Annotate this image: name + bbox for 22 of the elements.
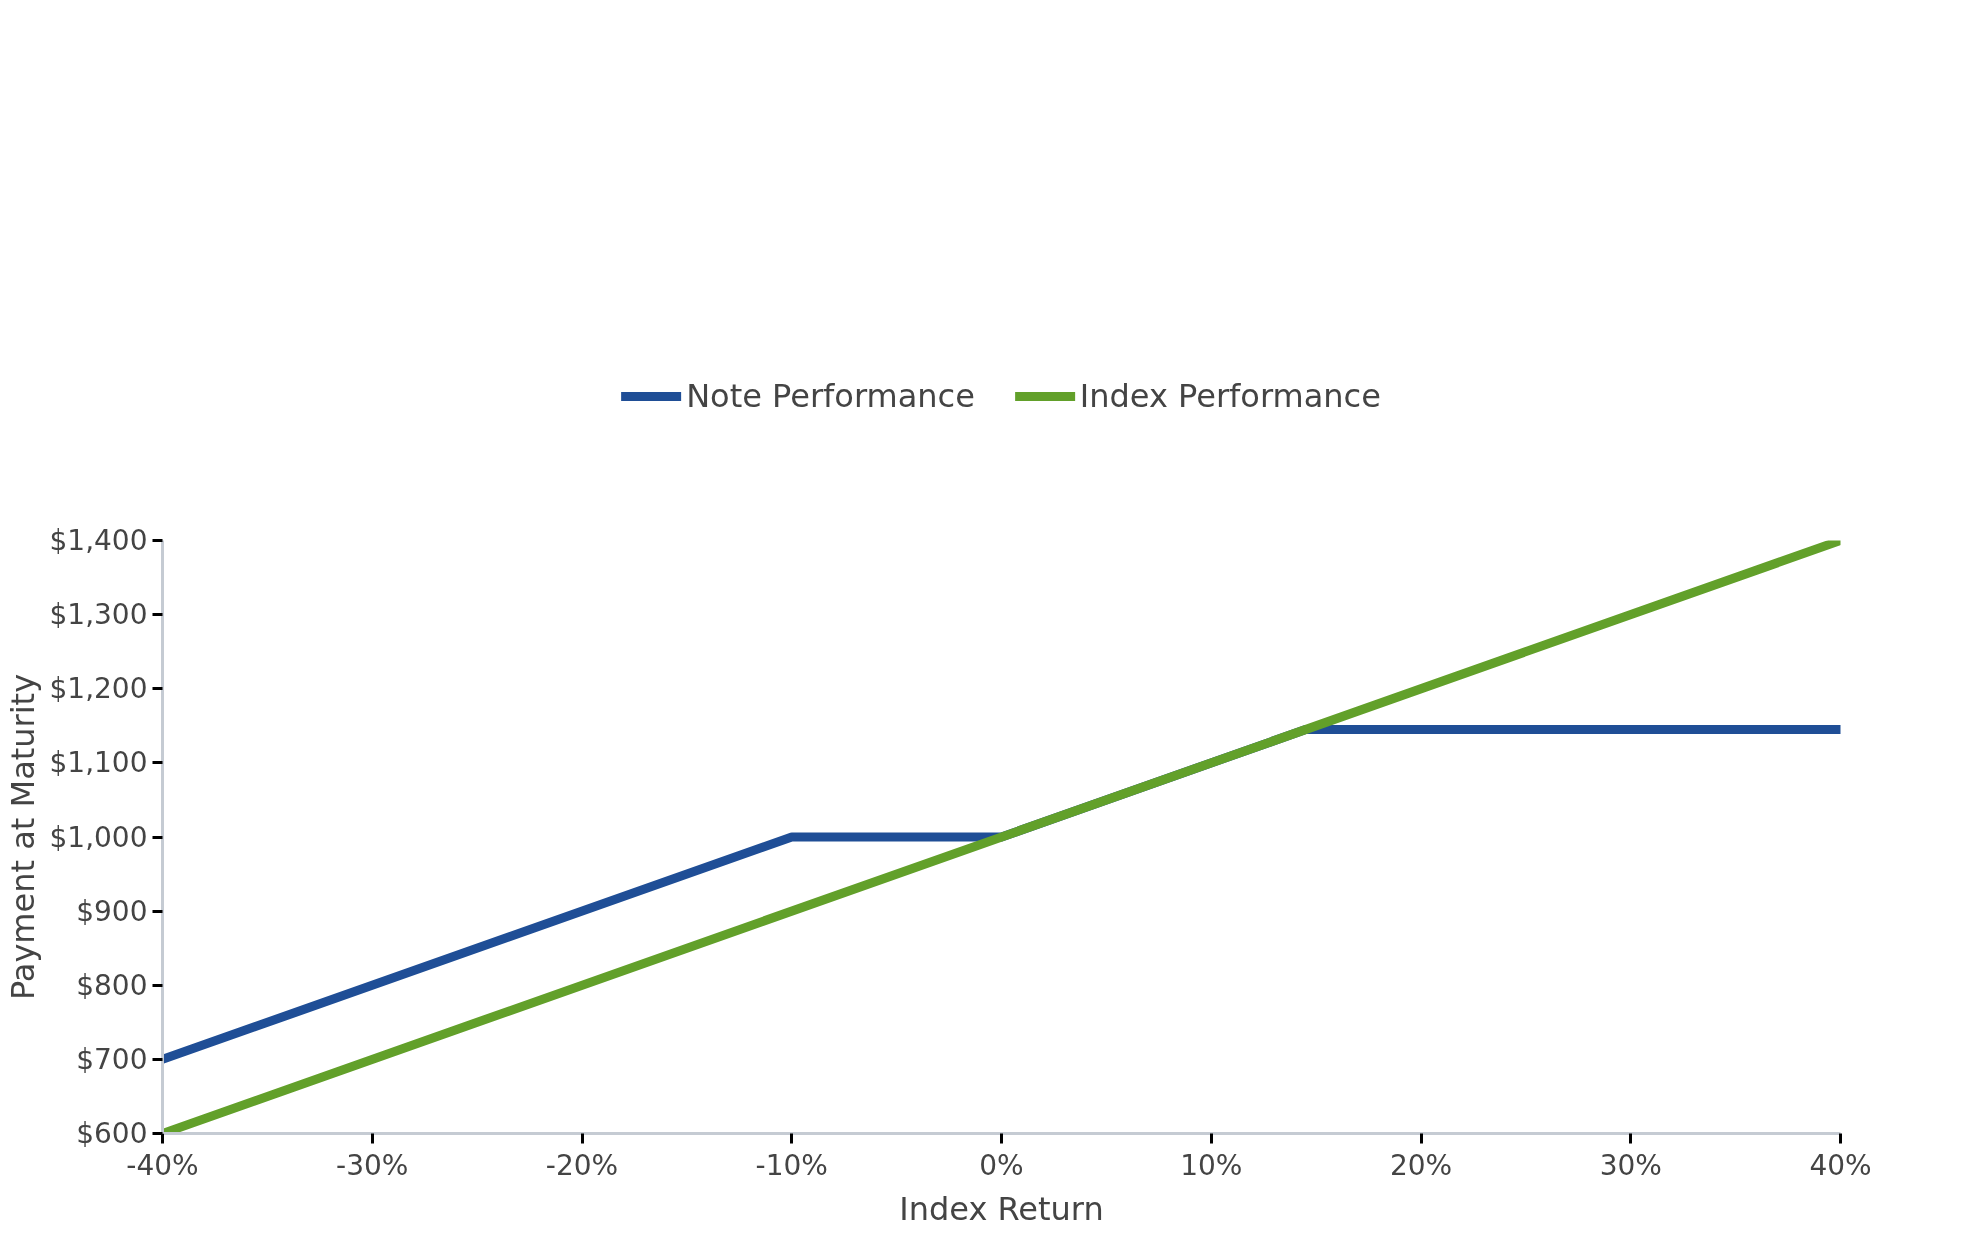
y-tick-label: $1,300 [49,598,148,632]
x-tick-label: 0% [979,1148,1024,1182]
x-tick-label: -10% [755,1148,828,1182]
y-tick-label: $600 [76,1117,148,1150]
y-tick-label: $700 [76,1042,148,1076]
x-tick-label: -40% [126,1148,199,1182]
x-tick-label: -20% [545,1148,619,1182]
x-tick-label: -30% [336,1148,409,1182]
y-axis-title: Payment at Maturity [3,673,42,1001]
x-axis-title: Index Return [899,1189,1104,1228]
x-tick-label: 40% [1809,1148,1872,1182]
y-tick-label: $1,000 [49,820,148,854]
x-tick-label: 10% [1180,1148,1243,1182]
legend-label: Note Performance [686,376,975,415]
y-tick-label: $1,200 [49,672,148,706]
y-tick-label: $900 [76,894,148,928]
x-tick-label: 20% [1389,1148,1453,1182]
y-tick-label: $1,400 [49,524,148,557]
y-tick-label: $800 [76,968,148,1002]
y-tick-label: $1,100 [49,746,148,780]
legend-label: Index Performance [1079,376,1381,415]
x-tick-label: 30% [1599,1148,1662,1182]
